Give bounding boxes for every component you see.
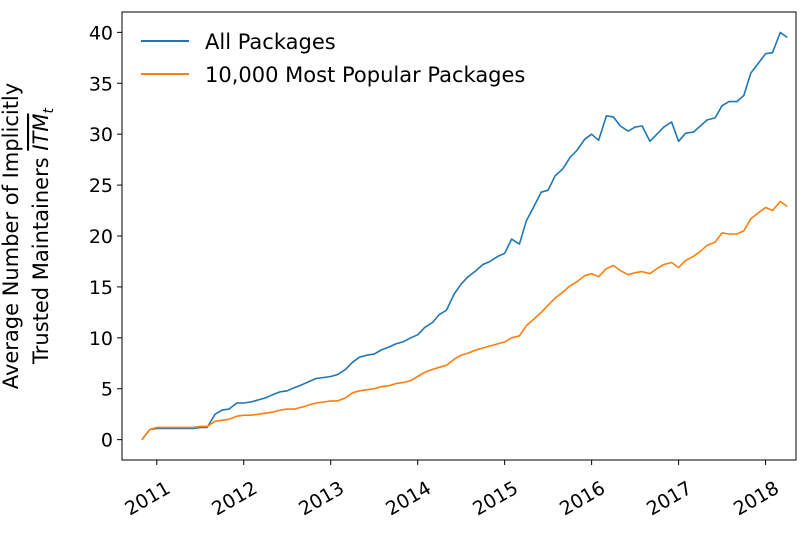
y-tick-label: 15 xyxy=(89,277,113,299)
series-layer xyxy=(141,31,788,441)
y-axis-title: Average Number of Implicitly Trusted Mai… xyxy=(0,83,57,389)
y-tick-label: 0 xyxy=(101,430,113,452)
plot-area xyxy=(141,31,788,441)
y-tick-label: 40 xyxy=(89,22,113,44)
y-tick-label: 5 xyxy=(101,379,113,401)
y-axis-title-line2-prefix: Trusted Maintainers xyxy=(29,151,53,365)
y-tick-label: 30 xyxy=(89,124,113,146)
y-axis: 0 5 10 15 20 25 30 35 40 xyxy=(89,22,122,452)
y-tick-label: 20 xyxy=(89,226,113,248)
series-line-1 xyxy=(141,31,788,441)
y-axis-title-symbol: ITM xyxy=(29,114,53,151)
legend: All Packages 10,000 Most Popular Packages xyxy=(141,30,525,87)
legend-label-2: 10,000 Most Popular Packages xyxy=(205,63,525,87)
y-axis-title-line2: Trusted Maintainers ITMt xyxy=(29,108,57,365)
series-line-2 xyxy=(141,200,788,441)
legend-label-1: All Packages xyxy=(205,30,336,54)
y-tick-label: 25 xyxy=(89,175,113,197)
y-tick-label: 10 xyxy=(89,328,113,350)
y-tick-label: 35 xyxy=(89,73,113,95)
y-axis-title-subscript: t xyxy=(41,108,57,114)
y-axis-title-line1: Average Number of Implicitly xyxy=(0,83,23,389)
